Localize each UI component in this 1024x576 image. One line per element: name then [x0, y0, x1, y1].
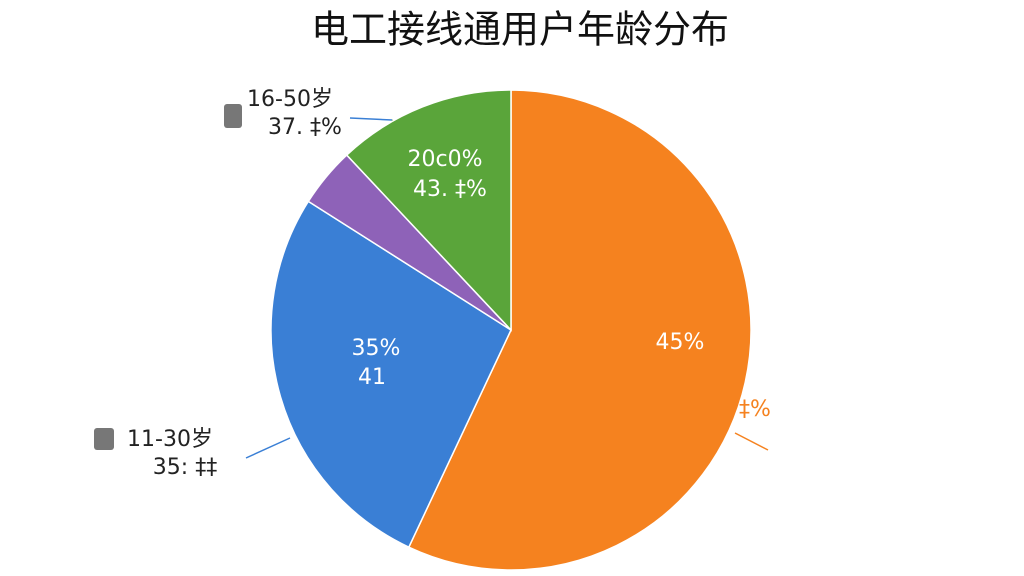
annotation: 45%: [656, 330, 705, 355]
pie-slice: [270, 200, 512, 549]
annotation: ‡%: [739, 397, 771, 422]
annotation: 41: [358, 365, 386, 390]
arrow: [349, 117, 393, 121]
decorations: [94, 104, 769, 459]
plug-icon: [224, 104, 242, 128]
annotation: 37. ‡%: [268, 115, 342, 140]
plug-icon: [94, 428, 114, 450]
annotation: 35: ‡‡: [153, 455, 217, 480]
pie-slice: [407, 89, 752, 571]
category-label: 11-30岁: [127, 427, 213, 452]
annotation: 43. ‡%: [413, 177, 487, 202]
arrow: [734, 432, 769, 451]
annotation: 35%: [352, 336, 401, 361]
annotation: 20c0%: [408, 147, 483, 172]
category-label: 16-50岁: [247, 87, 333, 112]
pie-slice: [345, 89, 512, 332]
arrow: [245, 437, 291, 459]
chart-title: 电工接线通用户年龄分布: [311, 8, 729, 52]
